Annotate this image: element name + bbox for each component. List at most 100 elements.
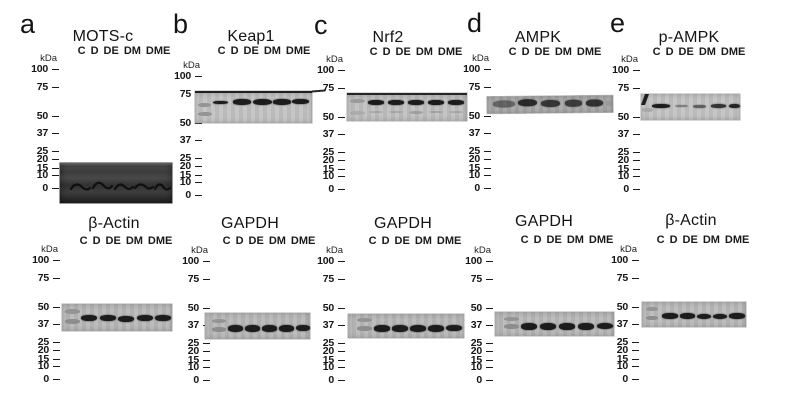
mw-mark: 10 (606, 361, 640, 372)
mw-mark: 50 (460, 303, 494, 314)
mw-value: 10 (616, 360, 628, 372)
lane-label: DM (554, 46, 572, 58)
mw-tick-dash (486, 325, 493, 326)
mw-value: 20 (187, 345, 199, 357)
mw-mark: 37 (177, 320, 211, 331)
kda-unit-label: kDa (620, 244, 637, 255)
mw-mark: 20 (169, 161, 203, 172)
mw-mark: 0 (27, 374, 61, 385)
mw-mark: 50 (177, 303, 211, 314)
mw-mark: 10 (312, 171, 346, 182)
mw-tick-dash (195, 182, 202, 183)
mw-mark: 75 (26, 82, 60, 93)
mw-value: 37 (470, 319, 482, 331)
lane-label: DE (682, 234, 698, 246)
marker-band (198, 112, 212, 116)
mw-tick-dash (52, 87, 59, 88)
mw-mark: 75 (27, 273, 61, 284)
lane-label: DM (123, 45, 141, 57)
mw-mark: 25 (607, 147, 641, 158)
lane-label: DM (125, 235, 143, 247)
mw-value: 50 (187, 302, 199, 314)
mw-mark: 75 (169, 89, 203, 100)
protein-band-lane-c (662, 313, 678, 319)
mw-mark: 0 (607, 184, 641, 195)
mw-value: 100 (317, 255, 334, 267)
lane-label: DM (268, 235, 286, 247)
mw-value: 0 (328, 374, 334, 386)
protein-band-lane-c (213, 101, 228, 104)
mw-tick-dash (338, 360, 345, 361)
mw-tick-dash (53, 379, 60, 380)
mw-value: 25 (470, 337, 482, 349)
mw-tick-dash (203, 380, 210, 381)
mw-mark: 10 (27, 361, 61, 372)
mw-value: 50 (36, 110, 48, 122)
mw-tick-dash (486, 279, 493, 280)
protein-band-lane-c (228, 325, 243, 332)
lane-label: DME (436, 235, 462, 247)
mw-value: 37 (37, 318, 49, 330)
mw-tick-dash (338, 351, 345, 352)
mw-mark: 75 (460, 274, 494, 285)
mw-tick-dash (484, 151, 491, 152)
mw-value: 37 (36, 127, 48, 139)
blot-image-keap1 (195, 91, 312, 123)
marker-band (357, 318, 372, 322)
mw-mark: 37 (169, 135, 203, 146)
blot-image-ampk (486, 95, 614, 114)
panel-letter-c: c (314, 10, 328, 40)
mw-mark: 20 (312, 155, 346, 166)
mw-tick-dash (195, 166, 202, 167)
marker-band (504, 324, 519, 329)
lane-label: D (382, 46, 391, 58)
mw-mark: 10 (458, 170, 492, 181)
mw-tick-dash (52, 116, 59, 117)
mw-tick-dash (338, 160, 345, 161)
mw-tick-dash (633, 117, 640, 118)
lane-label: DE (103, 45, 119, 57)
protein-band-lane-c (81, 315, 97, 321)
lane-label: D (235, 235, 244, 247)
lane-label: D (669, 234, 678, 246)
lane-label: DE (248, 235, 264, 247)
mw-tick-dash (203, 351, 210, 352)
mw-value: 25 (616, 336, 628, 348)
mw-tick-dash (338, 380, 345, 381)
marker-band (350, 110, 365, 115)
marker-band (646, 307, 658, 311)
mw-tick-dash (203, 367, 210, 368)
mw-tick-dash (633, 152, 640, 153)
protein-band-lane-c (521, 322, 537, 330)
mw-value: 20 (322, 345, 334, 357)
protein-band-lane-dme (446, 325, 462, 331)
mw-value: 100 (611, 254, 628, 266)
mw-value: 37 (179, 134, 191, 146)
lane-label: DM (702, 234, 720, 246)
kda-unit-label: kDa (41, 244, 58, 255)
marker-band (504, 316, 519, 321)
mw-mark: 50 (312, 112, 346, 123)
protein-band-lane-de (540, 99, 561, 107)
mw-value: 37 (468, 127, 480, 139)
mw-value: 50 (322, 111, 334, 123)
mw-mark: 0 (606, 374, 640, 385)
lane-label: D (381, 235, 390, 247)
mw-tick-dash (203, 279, 210, 280)
protein-band-lane-d (392, 325, 408, 332)
mw-mark: 75 (458, 82, 492, 93)
mw-value: 75 (617, 82, 629, 94)
panel-letter-b: b (173, 9, 189, 39)
mw-tick-dash (53, 324, 60, 325)
lane-labels-row: C D DE DM DME (78, 46, 171, 57)
blot-image-gapdh (495, 312, 614, 336)
mw-tick-dash (195, 76, 202, 77)
lane-label: C (79, 235, 88, 247)
mw-mark: 20 (607, 155, 641, 166)
mw-tick-dash (52, 175, 59, 176)
mw-tick-dash (632, 260, 639, 261)
blot-image-beta-actin (642, 302, 746, 327)
mw-tick-dash (484, 175, 491, 176)
mw-mark: 0 (26, 183, 60, 194)
mw-value: 37 (322, 128, 334, 140)
